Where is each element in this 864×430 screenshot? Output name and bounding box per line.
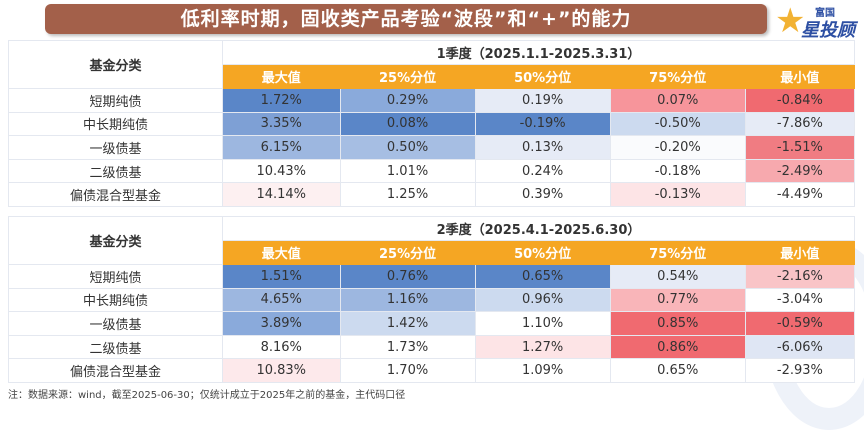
value-cell: 4.65% — [222, 287, 341, 313]
column-header: 50%分位 — [474, 64, 611, 89]
row-label: 一级债基 — [8, 135, 223, 160]
value-cell: 14.14% — [222, 182, 341, 207]
table-row: 偏债混合型基金 10.83% 1.70% 1.09% 0.65% -2.93% — [8, 358, 856, 383]
value-cell: -2.16% — [744, 264, 856, 289]
value-cell: 0.76% — [339, 264, 476, 289]
table-row: 二级债基 8.16% 1.73% 1.27% 0.86% -6.06% — [8, 334, 856, 360]
column-header: 50%分位 — [474, 240, 611, 265]
value-cell: -0.59% — [744, 311, 856, 336]
table-row: 短期纯债 1.51% 0.76% 0.65% 0.54% -2.16% — [8, 264, 856, 289]
value-cell: 1.27% — [474, 334, 611, 360]
value-cell: 0.77% — [609, 287, 746, 313]
table-row: 中长期纯债 3.35% 0.08% -0.19% -0.50% -7.86% — [8, 111, 856, 137]
value-cell: 3.35% — [222, 111, 341, 137]
row-label: 一级债基 — [8, 311, 223, 336]
value-cell: 0.29% — [339, 88, 476, 113]
value-cell: 0.54% — [609, 264, 746, 289]
value-cell: 0.65% — [474, 264, 611, 289]
value-cell: 1.01% — [339, 158, 476, 184]
value-cell: 1.42% — [339, 311, 476, 336]
value-cell: -0.19% — [474, 111, 611, 137]
column-header: 最大值 — [222, 64, 341, 89]
value-cell: 0.08% — [339, 111, 476, 137]
value-cell: -1.51% — [744, 135, 856, 160]
value-cell: -7.86% — [744, 111, 856, 137]
value-cell: 0.85% — [609, 311, 746, 336]
value-cell: 6.15% — [222, 135, 341, 160]
column-header: 75%分位 — [609, 240, 746, 265]
value-cell: 0.24% — [474, 158, 611, 184]
row-label: 短期纯债 — [8, 264, 223, 289]
value-cell: 0.07% — [609, 88, 746, 113]
logo-big-text: 星投顾 — [801, 20, 855, 41]
value-cell: 0.65% — [609, 358, 746, 383]
value-cell: 1.25% — [339, 182, 476, 207]
value-cell: 1.70% — [339, 358, 476, 383]
table-row: 一级债基 3.89% 1.42% 1.10% 0.85% -0.59% — [8, 311, 856, 336]
value-cell: 1.73% — [339, 334, 476, 360]
value-cell: -0.20% — [609, 135, 746, 160]
column-header: 最小值 — [744, 240, 856, 265]
column-header-row: 最大值 25%分位 50%分位 75%分位 最小值 — [9, 64, 856, 89]
row-label: 二级债基 — [8, 334, 223, 360]
row-label: 中长期纯债 — [8, 287, 223, 313]
value-cell: -0.18% — [609, 158, 746, 184]
table-row: 中长期纯债 4.65% 1.16% 0.96% 0.77% -3.04% — [8, 287, 856, 313]
value-cell: -6.06% — [744, 334, 856, 360]
value-cell: 0.19% — [474, 88, 611, 113]
category-header: 基金分类 — [8, 40, 223, 89]
period-row: 基金分类 2季度（2025.4.1-2025.6.30） — [8, 216, 855, 265]
period-row: 基金分类 1季度（2025.1.1-2025.3.31） — [8, 40, 855, 89]
table-row: 偏债混合型基金 14.14% 1.25% 0.39% -0.13% -4.49% — [8, 182, 856, 207]
column-header: 最小值 — [744, 64, 856, 89]
value-cell: 1.16% — [339, 287, 476, 313]
q2-table: 基金分类 2季度（2025.4.1-2025.6.30） 最大值 25%分位 50%分位… — [8, 216, 856, 383]
value-cell: -0.84% — [744, 88, 856, 113]
category-header: 基金分类 — [8, 216, 223, 265]
value-cell: -2.49% — [744, 158, 856, 184]
row-label: 二级债基 — [8, 158, 223, 184]
value-cell: -3.04% — [744, 287, 856, 313]
row-label: 偏债混合型基金 — [8, 358, 223, 383]
column-header: 75%分位 — [609, 64, 746, 89]
column-header: 25%分位 — [339, 64, 476, 89]
page-title: 低利率时期，固收类产品考验“波段”和“+”的能力 — [45, 4, 767, 34]
brand-logo: ★ 富国 星投顾 — [775, 1, 861, 41]
period-header: 2季度（2025.4.1-2025.6.30） — [222, 216, 855, 241]
value-cell: 0.13% — [474, 135, 611, 160]
value-cell: -2.93% — [744, 358, 856, 383]
value-cell: -0.13% — [609, 182, 746, 207]
value-cell: 1.51% — [222, 264, 341, 289]
value-cell: 1.09% — [474, 358, 611, 383]
value-cell: -0.50% — [609, 111, 746, 137]
row-label: 偏债混合型基金 — [8, 182, 223, 207]
period-header: 1季度（2025.1.1-2025.3.31） — [222, 40, 855, 65]
row-label: 中长期纯债 — [8, 111, 223, 137]
value-cell: 0.86% — [609, 334, 746, 360]
footnote: 注：数据来源：wind，截至2025-06-30；仅统计成立于2025年之前的基… — [8, 390, 406, 401]
value-cell: 10.43% — [222, 158, 341, 184]
table-row: 短期纯债 1.72% 0.29% 0.19% 0.07% -0.84% — [8, 88, 856, 113]
value-cell: 10.83% — [222, 358, 341, 383]
q1-table: 基金分类 1季度（2025.1.1-2025.3.31） 最大值 25%分位 50%分位… — [8, 40, 856, 207]
value-cell: 0.39% — [474, 182, 611, 207]
value-cell: 0.50% — [339, 135, 476, 160]
value-cell: -4.49% — [744, 182, 856, 207]
value-cell: 8.16% — [222, 334, 341, 360]
star-icon: ★ — [775, 1, 806, 41]
value-cell: 1.10% — [474, 311, 611, 336]
row-label: 短期纯债 — [8, 88, 223, 113]
table-row: 一级债基 6.15% 0.50% 0.13% -0.20% -1.51% — [8, 135, 856, 160]
logo-small-text: 富国 — [815, 8, 835, 19]
value-cell: 1.72% — [222, 88, 341, 113]
table-row: 二级债基 10.43% 1.01% 0.24% -0.18% -2.49% — [8, 158, 856, 184]
column-header-row: 最大值 25%分位 50%分位 75%分位 最小值 — [9, 240, 856, 265]
column-header: 25%分位 — [339, 240, 476, 265]
value-cell: 3.89% — [222, 311, 341, 336]
column-header: 最大值 — [222, 240, 341, 265]
value-cell: 0.96% — [474, 287, 611, 313]
